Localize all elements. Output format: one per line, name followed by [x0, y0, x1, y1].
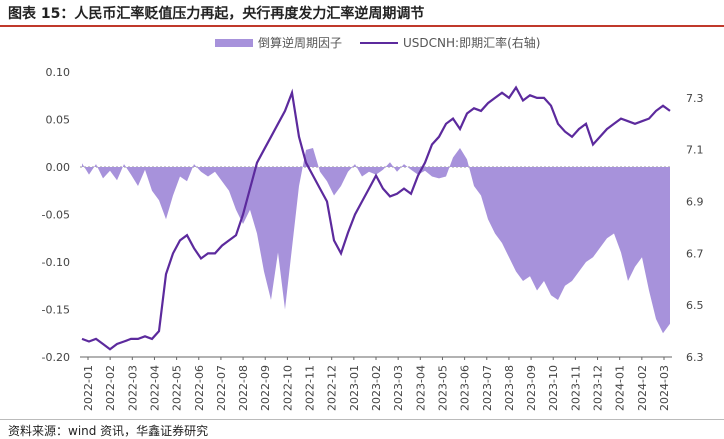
series-factor-area — [82, 148, 670, 334]
x-tick-label: 2022-09 — [259, 365, 272, 411]
x-tick-label: 2023-02 — [370, 365, 383, 411]
right-tick-label: 6.7 — [686, 247, 704, 260]
left-tick-label: 0.10 — [46, 66, 71, 79]
x-tick-label: 2022-11 — [304, 365, 317, 411]
right-tick-label: 6.3 — [686, 351, 704, 364]
right-tick-label: 7.1 — [686, 144, 704, 157]
footer-divider — [0, 419, 724, 420]
x-tick-label: 2023-09 — [525, 365, 538, 411]
x-tick-label: 2023-03 — [392, 365, 405, 411]
x-tick-label: 2023-01 — [348, 365, 361, 411]
x-tick-label: 2023-07 — [481, 365, 494, 411]
x-tick-label: 2023-04 — [414, 365, 427, 411]
x-tick-label: 2023-08 — [503, 365, 516, 411]
x-tick-label: 2022-08 — [237, 365, 250, 411]
x-tick-label: 2023-06 — [459, 365, 472, 411]
right-tick-label: 6.5 — [686, 299, 704, 312]
x-tick-label: 2024-03 — [658, 365, 671, 411]
x-tick-label: 2022-05 — [171, 365, 184, 411]
left-tick-label: 0.00 — [46, 161, 71, 174]
source-note: 资料来源：wind 资讯，华鑫证券研究 — [8, 424, 209, 438]
x-tick-label: 2022-01 — [82, 365, 95, 411]
x-tick-label: 2022-03 — [126, 365, 139, 411]
left-tick-label: 0.05 — [46, 114, 71, 127]
left-axis: 0.10 0.05 0.00 -0.05 -0.10 -0.15 -0.20 — [42, 66, 70, 364]
chart-title: 图表 15：人民币汇率贬值压力再起，央行再度发力汇率逆周期调节 — [8, 6, 425, 22]
x-tick-label: 2023-10 — [547, 365, 560, 411]
x-tick-label: 2022-07 — [215, 365, 228, 411]
x-tick-label: 2022-04 — [148, 365, 161, 411]
left-tick-label: -0.15 — [42, 304, 70, 317]
series-usdcnh-line — [81, 85, 671, 351]
left-tick-label: -0.05 — [42, 209, 70, 222]
right-tick-label: 7.3 — [686, 92, 704, 105]
x-tick-label: 2022-06 — [193, 365, 206, 411]
x-tick-label: 2024-02 — [636, 365, 649, 411]
legend-label-factor: 倒算逆周期因子 — [258, 35, 342, 50]
right-tick-label: 6.9 — [686, 196, 704, 209]
legend: 倒算逆周期因子 USDCNH:即期汇率(右轴) — [215, 35, 540, 50]
x-axis: 2022-01 2022-02 2022-03 2022-04 2022-05 2022-… — [80, 356, 672, 411]
x-tick-label: 2022-02 — [104, 365, 117, 411]
x-tick-label: 2023-12 — [592, 365, 605, 411]
x-tick-label: 2022-12 — [326, 365, 339, 411]
title-underline — [0, 25, 724, 27]
legend-swatch-factor — [215, 39, 253, 47]
x-tick-label: 2024-01 — [614, 365, 627, 411]
x-tick-label: 2022-10 — [281, 365, 294, 411]
x-tick-label: 2023-05 — [436, 365, 449, 411]
x-tick-label: 2023-11 — [569, 365, 582, 411]
left-tick-label: -0.20 — [42, 351, 70, 364]
legend-label-usdcnh: USDCNH:即期汇率(右轴) — [403, 35, 540, 50]
left-tick-label: -0.10 — [42, 256, 70, 269]
right-axis: 7.3 7.1 6.9 6.7 6.5 6.3 — [686, 92, 704, 364]
